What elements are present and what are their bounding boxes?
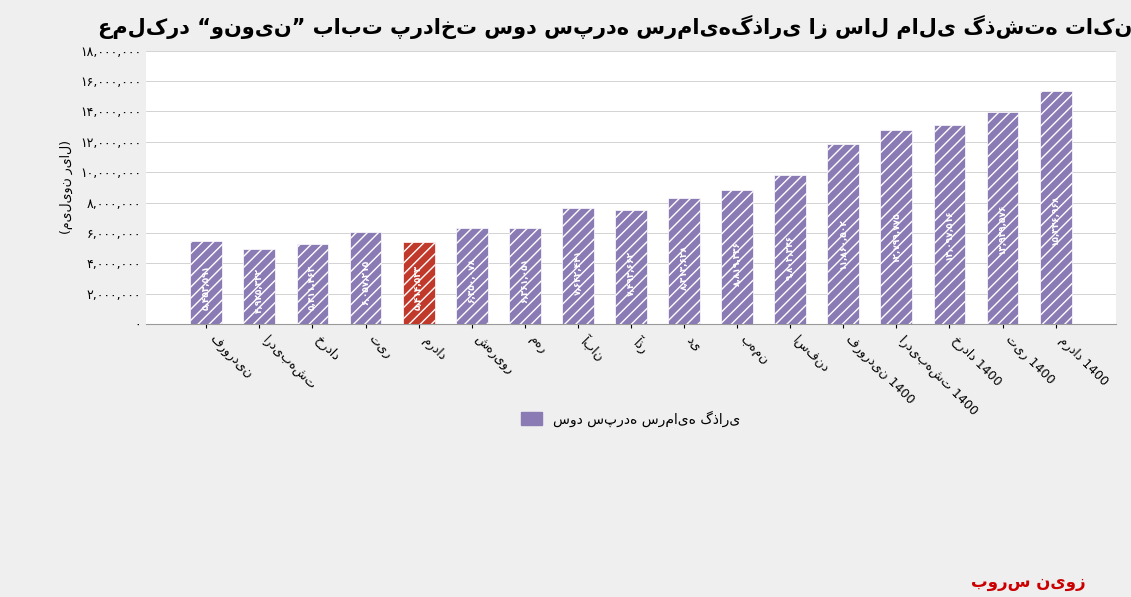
Bar	[615, 210, 647, 324]
Text: ۱۳,۰۹۷,۵۱۶: ۱۳,۰۹۷,۵۱۶	[946, 210, 953, 260]
Bar	[349, 232, 381, 324]
Title: عملکرد “ونوین” بابت پرداخت سود سپرده سرمایهگذاری از سال مالی گذشته تاکنون: عملکرد “ونوین” بابت پرداخت سود سپرده سرم…	[98, 15, 1131, 39]
Text: ۷,۴۹۳,۶۶۲: ۷,۴۹۳,۶۶۲	[627, 250, 636, 296]
Bar	[456, 227, 487, 324]
Text: ۷,۶۴۲,۴۴۱: ۷,۶۴۲,۴۴۱	[573, 250, 582, 294]
Bar	[933, 125, 966, 324]
Text: ۱۲,۷۹۹,۷۷۵: ۱۲,۷۹۹,۷۷۵	[892, 211, 901, 262]
Bar	[243, 250, 275, 324]
Y-axis label: (میلیون ریال): (میلیون ریال)	[60, 140, 74, 235]
Bar	[722, 190, 753, 324]
Bar	[403, 242, 434, 324]
Legend: سود سپرده سرمایه گذاری: سود سپرده سرمایه گذاری	[516, 405, 746, 432]
Bar	[775, 176, 806, 324]
Text: ۵,۳۱۱,۴۶۲: ۵,۳۱۱,۴۶۲	[308, 265, 317, 310]
Bar	[986, 112, 1018, 324]
Text: ۱۵,۳۳۶,۹۶۸: ۱۵,۳۳۶,۹۶۸	[1051, 194, 1060, 245]
Text: ۸,۸۱۹,۳۳۶: ۸,۸۱۹,۳۳۶	[733, 241, 742, 287]
Text: ۴,۹۲۵,۳۲۲: ۴,۹۲۵,۳۲۲	[254, 268, 264, 313]
Bar	[190, 241, 222, 324]
Text: ۱۳,۹۳۹,۵۷۶: ۱۳,۹۳۹,۵۷۶	[998, 204, 1007, 254]
Bar	[828, 144, 860, 324]
Text: ۶,۳۵۰,۰۷۸: ۶,۳۵۰,۰۷۸	[467, 259, 476, 303]
Bar	[880, 130, 913, 324]
Bar	[1039, 91, 1071, 324]
Bar	[562, 208, 594, 324]
Bar	[668, 198, 700, 324]
Text: ۹,۸۰۲,۳۳۶: ۹,۸۰۲,۳۳۶	[786, 235, 795, 280]
Text: بورس نیوز: بورس نیوز	[972, 573, 1086, 591]
Text: ۱۱,۸۶۰,۵۰۲: ۱۱,۸۶۰,۵۰۲	[839, 218, 848, 269]
Bar	[509, 227, 541, 324]
Text: ۵,۴۵۳,۵۹۱: ۵,۴۵۳,۵۹۱	[201, 264, 210, 309]
Text: ۶,۰۵۷,۲۱۵: ۶,۰۵۷,۲۱۵	[361, 260, 370, 306]
Text: ۵,۴۱۴,۵۳۳: ۵,۴۱۴,۵۳۳	[414, 264, 423, 310]
Text: ۶,۳۶۱,۰۵۱: ۶,۳۶۱,۰۵۱	[520, 258, 529, 303]
Text: ۸,۳۱۳,۶۲۸: ۸,۳۱۳,۶۲۸	[680, 245, 689, 290]
Bar	[296, 244, 328, 324]
